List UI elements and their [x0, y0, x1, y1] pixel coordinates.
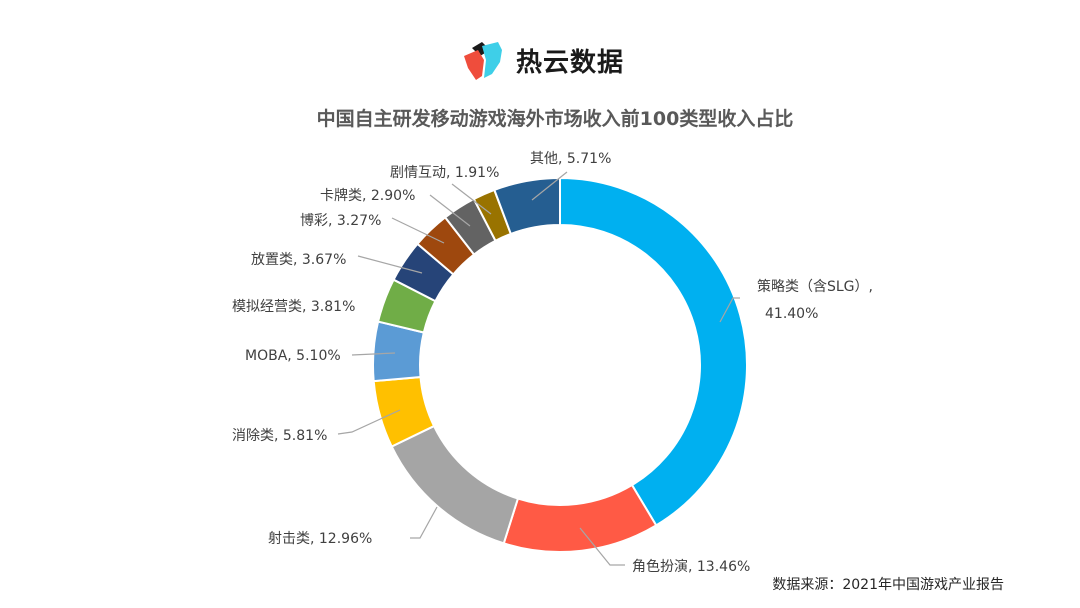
label-simulation: 模拟经营类, 3.81%: [232, 299, 355, 315]
label-other: 其他, 5.71%: [530, 151, 611, 167]
label-moba: MOBA, 5.10%: [245, 348, 341, 364]
donut-segment: [559, 176, 748, 527]
donut-segment: [493, 176, 561, 236]
label-strategy-1: 策略类（含SLG）,: [757, 278, 873, 295]
label-match: 消除类, 5.81%: [232, 428, 327, 444]
leader-line: [429, 194, 471, 227]
data-labels: 策略类（含SLG）, 41.40% 角色扮演, 13.46% 射击类, 12.9…: [232, 151, 873, 575]
logo-text: 热云数据: [516, 47, 625, 78]
leader-line: [391, 217, 445, 244]
leader-lines: [337, 171, 740, 566]
donut-segment: [390, 424, 520, 545]
donut-segment: [502, 483, 658, 553]
data-source-note: 数据来源：2021年中国游戏产业报告: [772, 577, 1004, 593]
leader-line: [357, 255, 423, 274]
label-shooter: 射击类, 12.96%: [268, 531, 372, 547]
leader-line: [410, 506, 438, 539]
leader-line: [531, 171, 568, 201]
leader-line: [351, 352, 396, 356]
brand-logo: 热云数据: [462, 38, 624, 82]
label-rpg: 角色扮演, 13.46%: [632, 558, 750, 575]
leader-line: [719, 297, 740, 323]
leader-line: [579, 527, 625, 566]
chart-title: 中国自主研发移动游戏海外市场收入前100类型收入占比: [316, 108, 794, 130]
reyun-logo-icon: [464, 42, 502, 80]
donut-segments: [372, 176, 748, 553]
label-interactive-story: 剧情互动, 1.91%: [390, 165, 499, 181]
label-idle: 放置类, 3.67%: [251, 252, 346, 268]
label-card: 卡牌类, 2.90%: [320, 187, 415, 204]
label-strategy-2: 41.40%: [765, 306, 818, 322]
label-gambling: 博彩, 3.27%: [300, 212, 381, 229]
leader-line: [337, 409, 401, 435]
leader-line: [451, 183, 492, 215]
